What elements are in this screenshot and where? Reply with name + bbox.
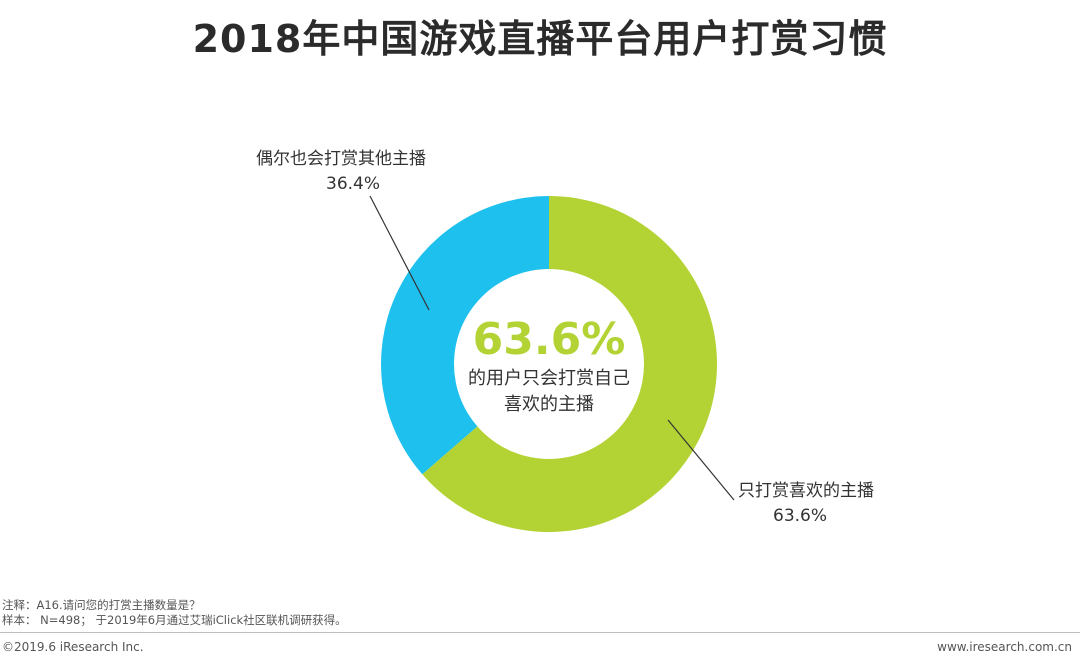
center-desc-line1: 的用户只会打赏自己 <box>468 368 630 389</box>
leader-line-secondary <box>369 195 430 311</box>
donut-chart: 偶尔也会打赏其他主播 36.4% 只打赏喜欢的主播 63.6% 63.6% 的用… <box>256 149 874 532</box>
center-value: 63.6% <box>473 314 626 365</box>
slice-label-primary-value: 63.6% <box>773 506 827 526</box>
center-desc-line2: 喜欢的主播 <box>504 394 594 415</box>
leader-line-primary <box>667 419 735 501</box>
donut-hole <box>454 269 644 459</box>
footer-divider <box>0 632 1080 633</box>
slice-label-primary-name: 只打赏喜欢的主播 <box>738 481 874 501</box>
slice-label-secondary-name: 偶尔也会打赏其他主播 <box>256 149 426 169</box>
chart-title: 2018年中国游戏直播平台用户打赏习惯 <box>192 17 888 61</box>
footer-website[interactable]: www.iresearch.com.cn <box>937 640 1072 654</box>
slice-label-secondary-value: 36.4% <box>326 174 380 194</box>
footer-note-line1: 注释：A16.请问您的打赏主播数量是？ <box>2 598 201 612</box>
footer-note: 注释：A16.请问您的打赏主播数量是？ 样本： N=498； 于2019年6月通… <box>2 598 347 628</box>
footer-note-line2: 样本： N=498； 于2019年6月通过艾瑞iClick社区联机调研获得。 <box>2 613 347 627</box>
footer-copyright: ©2019.6 iResearch Inc. <box>2 640 144 654</box>
